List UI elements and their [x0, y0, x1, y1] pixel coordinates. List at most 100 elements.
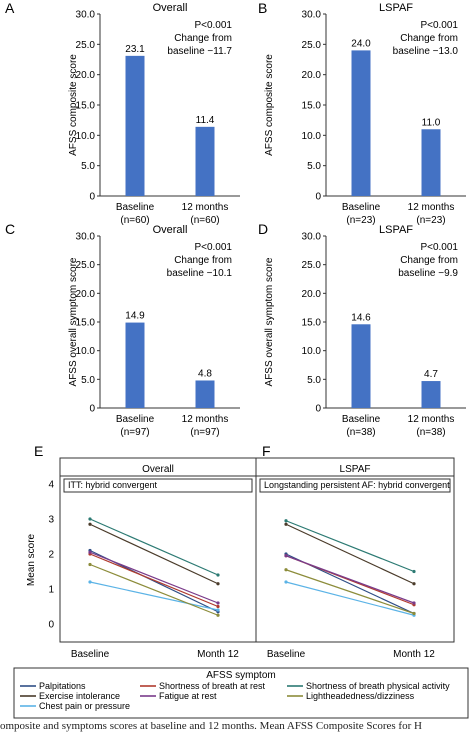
panel-d-category-label: Baseline	[342, 414, 381, 425]
panel-e-series-point	[216, 573, 220, 577]
panel-e-series-point	[216, 601, 220, 605]
panel-a-ytick-label: 30.0	[76, 10, 96, 21]
panel-b-ylabel: AFSS composite score	[264, 54, 275, 156]
panel-b-ytick-label: 30.0	[302, 10, 322, 21]
panel-b-bar	[421, 129, 441, 196]
panel-d-annotation: P<0.001	[420, 242, 458, 253]
panel-d-annotation: baseline −9.9	[398, 268, 458, 279]
panel-f-title: LSPAF	[340, 464, 371, 475]
panel-c-category-label: 12 months	[182, 414, 229, 425]
panel-d-ytick-label: 30.0	[302, 232, 322, 243]
panel-d-category-label: (n=38)	[416, 427, 445, 438]
panel-e-series-line	[89, 518, 219, 576]
panel-b-ytick-label: 0	[315, 192, 321, 203]
panel-d-ytick-label: 10.0	[302, 346, 322, 357]
panel-b-annotation: baseline −13.0	[393, 46, 459, 57]
panel-f-series-line	[285, 555, 415, 604]
panel-c-annotation: P<0.001	[194, 242, 232, 253]
legend-item-label: Palpitations	[39, 681, 86, 691]
legend-item-label: Shortness of breath physical activity	[306, 681, 450, 691]
panel-e-xtick-label: Month 12	[197, 649, 239, 660]
panel-b-data-label: 11.0	[422, 117, 441, 128]
panel-d-data-label: 14.6	[351, 312, 371, 323]
panel-c-letter: C	[5, 221, 15, 237]
legend-item-label: Lightheadedness/dizziness	[306, 691, 415, 701]
legend-box	[13, 667, 469, 719]
panel-c-bar	[125, 322, 145, 408]
panel-f-frame	[255, 457, 455, 643]
panel-f-series-point	[284, 522, 288, 526]
panel-f-subtitle: Longstanding persistent AF: hybrid conve…	[264, 480, 450, 490]
panel-e-series-point	[88, 522, 92, 526]
panel-a-annotation: baseline −11.7	[167, 46, 232, 57]
panel-f-series-point	[412, 582, 416, 586]
panel-a-data-label: 23.1	[125, 44, 145, 55]
panel-a-ytick-label: 10.0	[76, 131, 96, 142]
panel-b-ytick-label: 20.0	[302, 70, 322, 81]
panel-f-series-point	[284, 568, 288, 572]
panel-b-ytick-label: 10.0	[302, 131, 322, 142]
panel-c-category-label: (n=97)	[120, 427, 149, 438]
panel-c-ylabel: AFSS overall symptom score	[68, 257, 79, 386]
panel-f-series-point	[412, 601, 416, 605]
panel-e-title: Overall	[142, 464, 174, 475]
panel-e-series-line	[89, 523, 219, 585]
panel-f-series-point	[284, 580, 288, 584]
panel-d-ylabel: AFSS overall symptom score	[264, 257, 275, 386]
panel-c-ytick-label: 5.0	[81, 375, 95, 386]
panel-a-ytick-label: 25.0	[76, 40, 96, 51]
panel-b-ytick-label: 25.0	[302, 40, 322, 51]
legend-item-label: Chest pain or pressure	[39, 701, 130, 711]
panel-a-letter: A	[5, 0, 15, 16]
panel-a-ytick-label: 5.0	[81, 161, 95, 172]
panel-a-category-label: 12 months	[182, 202, 229, 213]
panel-b-category-label: (n=23)	[416, 215, 445, 226]
legend-title: AFSS symptom	[206, 670, 275, 681]
panel-a-annotation: Change from	[174, 33, 232, 44]
panel-e-series-line	[89, 581, 219, 611]
legend-item-label: Shortness of breath at rest	[159, 681, 266, 691]
panel-e-series-point	[216, 604, 220, 609]
legend-item-label: Fatigue at rest	[159, 691, 217, 701]
panel-b-annotation: P<0.001	[420, 20, 458, 31]
panel-e-ytick-label: 2	[48, 550, 54, 561]
panel-e-ytick-label: 1	[48, 585, 54, 596]
panel-d-ytick-label: 15.0	[302, 318, 322, 329]
panel-e-ytick-label: 0	[48, 620, 54, 631]
panel-c-ytick-label: 10.0	[76, 346, 96, 357]
panel-d-bar	[351, 324, 371, 408]
panel-a-category-label: Baseline	[116, 202, 155, 213]
panel-e-ytick-label: 4	[48, 480, 54, 491]
panel-f-series-line	[285, 581, 415, 616]
panel-e-letter: E	[34, 443, 43, 459]
panel-d-letter: D	[258, 221, 268, 237]
panel-f-series-line	[285, 569, 415, 615]
panel-e-series-line	[89, 551, 219, 604]
panel-b-annotation: Change from	[400, 33, 458, 44]
panel-a-annotation: P<0.001	[194, 20, 232, 31]
panel-e-series-point	[88, 580, 92, 584]
panel-c-ytick-label: 25.0	[76, 260, 96, 271]
panel-f-letter: F	[262, 443, 271, 459]
panel-d-ytick-label: 20.0	[302, 289, 322, 300]
panel-c-ytick-label: 30.0	[76, 232, 96, 243]
panel-e-series-line	[89, 553, 219, 608]
panel-d-ytick-label: 5.0	[307, 375, 321, 386]
figure-caption: omposite and symptoms scores at baseline…	[0, 720, 422, 732]
panel-b-title: LSPAF	[379, 2, 413, 14]
panel-a-category-label: (n=60)	[190, 215, 219, 226]
panel-b-letter: B	[258, 0, 267, 16]
panel-e-series-point	[216, 608, 220, 612]
panel-c-annotation: baseline −10.1	[167, 268, 233, 279]
panel-c-annotation: Change from	[174, 255, 232, 266]
panel-c-ytick-label: 15.0	[76, 318, 96, 329]
panel-c-ytick-label: 0	[89, 404, 95, 415]
panel-a-title: Overall	[153, 2, 188, 14]
panel-b-ytick-label: 15.0	[302, 101, 322, 112]
panel-b-category-label: (n=23)	[346, 215, 375, 226]
panel-a-data-label: 11.4	[196, 115, 215, 126]
panel-a-bar	[195, 126, 215, 196]
panel-c-ytick-label: 20.0	[76, 289, 96, 300]
panel-e-series-point	[216, 613, 220, 617]
panel-a-ytick-label: 15.0	[76, 101, 96, 112]
